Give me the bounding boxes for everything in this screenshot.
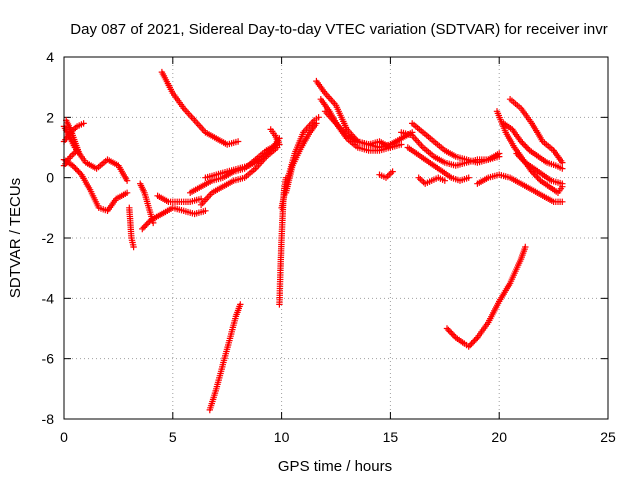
data-point xyxy=(522,142,529,150)
series-14 xyxy=(206,301,244,414)
data-point xyxy=(513,150,520,157)
data-point xyxy=(415,174,422,181)
data-point xyxy=(472,335,480,343)
data-point xyxy=(446,328,454,335)
data-point xyxy=(123,189,131,196)
y-tick-label: -4 xyxy=(42,290,55,306)
data-point xyxy=(517,138,525,145)
data-point xyxy=(471,337,478,344)
data-point xyxy=(315,114,322,121)
series-9 xyxy=(158,68,242,148)
data-point xyxy=(139,225,146,233)
series-31 xyxy=(513,150,566,187)
data-point xyxy=(143,221,150,228)
x-tick-label: 15 xyxy=(383,429,399,445)
data-point xyxy=(449,331,456,338)
series-7 xyxy=(139,204,209,233)
series-22 xyxy=(398,129,503,169)
series-21 xyxy=(376,168,396,181)
x-axis-label: GPS time / hours xyxy=(278,458,392,475)
data-point xyxy=(142,222,149,230)
data-point xyxy=(75,168,82,175)
x-tick-label: 0 xyxy=(60,429,68,445)
series-29 xyxy=(500,120,566,172)
data-point xyxy=(130,243,137,251)
y-tick-label: -2 xyxy=(42,230,55,246)
data-point xyxy=(520,141,528,148)
data-point xyxy=(441,177,448,184)
series-20 xyxy=(321,108,405,151)
data-point xyxy=(559,180,566,187)
x-tick-label: 5 xyxy=(169,429,177,445)
chart-title: Day 087 of 2021, Sidereal Day-to-day VTE… xyxy=(70,21,607,38)
data-point xyxy=(469,338,477,346)
data-point xyxy=(72,165,79,172)
data-point xyxy=(313,120,320,127)
data-point xyxy=(69,162,76,169)
data-point xyxy=(523,144,530,151)
data-point xyxy=(71,163,78,171)
y-tick-label: 2 xyxy=(46,109,54,125)
data-point xyxy=(80,120,87,127)
data-point xyxy=(202,207,209,214)
y-tick-label: 4 xyxy=(46,49,54,65)
data-point xyxy=(123,177,131,184)
x-tick-label: 20 xyxy=(491,429,507,445)
data-point xyxy=(519,139,526,147)
x-tick-label: 10 xyxy=(274,429,290,445)
data-point xyxy=(73,166,81,174)
data-point xyxy=(522,243,529,251)
plot-frame xyxy=(63,56,609,420)
y-tick-label: -8 xyxy=(42,411,55,427)
data-point xyxy=(534,174,541,181)
series-5 xyxy=(126,204,137,251)
data-point xyxy=(144,219,152,227)
data-point xyxy=(531,171,538,178)
data-point xyxy=(276,141,283,148)
data-points xyxy=(60,68,566,414)
data-point xyxy=(468,340,475,347)
data-point xyxy=(516,153,523,160)
data-point xyxy=(146,218,153,225)
series-26 xyxy=(443,243,529,350)
series-30 xyxy=(506,96,566,166)
series-28 xyxy=(493,108,566,196)
series-17 xyxy=(282,120,320,196)
y-axis-label: SDTVAR / TECUs xyxy=(7,178,24,298)
series-23 xyxy=(404,144,472,184)
data-point xyxy=(467,341,474,349)
series-27 xyxy=(474,171,566,205)
data-point xyxy=(559,159,566,166)
series-25 xyxy=(415,174,448,187)
series-12 xyxy=(202,135,283,181)
series-8 xyxy=(154,192,205,205)
data-point xyxy=(448,329,455,337)
data-point xyxy=(73,147,81,154)
data-point xyxy=(519,156,526,163)
x-tick-label: 25 xyxy=(600,429,616,445)
data-point xyxy=(445,326,452,334)
data-point xyxy=(389,168,396,175)
data-point xyxy=(398,141,405,148)
data-point xyxy=(237,301,244,308)
data-point xyxy=(443,325,451,332)
data-point xyxy=(234,138,242,145)
data-point xyxy=(465,343,472,350)
ticks: 0 5 10 15 20 25 -8 -6 -4 -2 0 2 4 xyxy=(42,49,616,445)
data-point xyxy=(517,154,525,162)
data-point xyxy=(140,224,147,231)
data-point xyxy=(533,173,540,180)
data-point xyxy=(465,174,472,181)
y-tick-label: 0 xyxy=(46,170,54,186)
series-24 xyxy=(409,120,503,166)
data-point xyxy=(559,198,566,205)
y-tick-label: -6 xyxy=(42,351,55,367)
series-13 xyxy=(267,126,283,148)
data-point xyxy=(559,165,566,172)
data-point xyxy=(496,153,503,160)
